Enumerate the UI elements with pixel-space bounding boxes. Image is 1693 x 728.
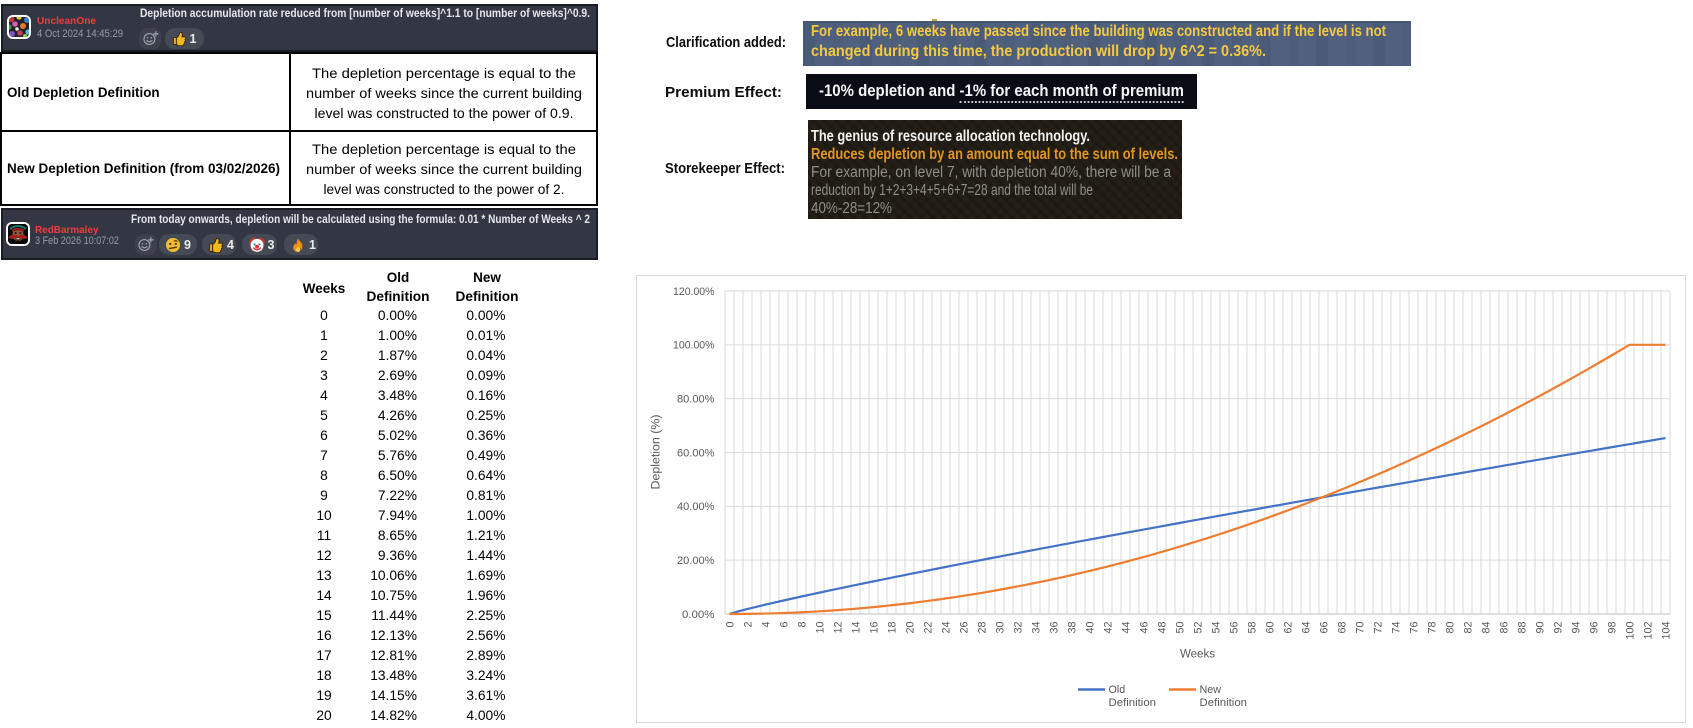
svg-text:Depletion (%): Depletion (%): [651, 414, 663, 489]
svg-text:60: 60: [1264, 622, 1276, 634]
svg-text:36: 36: [1048, 622, 1060, 634]
svg-text:46: 46: [1138, 622, 1150, 634]
svg-text:76: 76: [1408, 622, 1420, 634]
svg-text:New: New: [1200, 684, 1222, 696]
svg-text:120.00%: 120.00%: [673, 286, 715, 298]
svg-text:12: 12: [832, 622, 844, 634]
svg-text:84: 84: [1480, 622, 1492, 634]
svg-text:98: 98: [1606, 622, 1618, 634]
svg-text:68: 68: [1336, 622, 1348, 634]
svg-text:Old: Old: [1109, 684, 1126, 696]
svg-text:66: 66: [1318, 622, 1330, 634]
svg-text:70: 70: [1354, 622, 1366, 634]
svg-text:94: 94: [1570, 622, 1582, 634]
svg-text:80.00%: 80.00%: [677, 394, 715, 406]
svg-text:32: 32: [1012, 622, 1024, 634]
svg-text:90: 90: [1534, 622, 1546, 634]
svg-text:28: 28: [976, 622, 988, 634]
svg-text:0: 0: [724, 622, 736, 628]
svg-text:96: 96: [1588, 622, 1600, 634]
svg-text:0.00%: 0.00%: [682, 609, 715, 621]
svg-text:30: 30: [994, 622, 1006, 634]
svg-text:42: 42: [1102, 622, 1114, 634]
svg-text:18: 18: [886, 622, 898, 634]
svg-text:10: 10: [814, 622, 826, 634]
svg-text:104: 104: [1660, 622, 1672, 640]
svg-text:80: 80: [1444, 622, 1456, 634]
svg-text:100: 100: [1624, 622, 1636, 640]
svg-text:38: 38: [1066, 622, 1078, 634]
svg-text:58: 58: [1246, 622, 1258, 634]
svg-text:20.00%: 20.00%: [677, 555, 715, 567]
svg-text:48: 48: [1156, 622, 1168, 634]
svg-text:Weeks: Weeks: [1180, 649, 1215, 661]
svg-text:64: 64: [1300, 622, 1312, 634]
svg-text:40: 40: [1084, 622, 1096, 634]
svg-text:40.00%: 40.00%: [677, 501, 715, 513]
svg-text:Definition: Definition: [1200, 697, 1248, 709]
svg-text:52: 52: [1192, 622, 1204, 634]
svg-text:2: 2: [742, 622, 754, 628]
svg-text:8: 8: [796, 622, 808, 628]
svg-text:72: 72: [1372, 622, 1384, 634]
svg-text:16: 16: [868, 622, 880, 634]
svg-text:56: 56: [1228, 622, 1240, 634]
svg-text:60.00%: 60.00%: [677, 447, 715, 459]
svg-text:24: 24: [940, 622, 952, 634]
svg-text:50: 50: [1174, 622, 1186, 634]
svg-text:54: 54: [1210, 622, 1222, 634]
svg-text:4: 4: [760, 622, 772, 628]
svg-text:20: 20: [904, 622, 916, 634]
svg-text:102: 102: [1642, 622, 1654, 640]
svg-text:92: 92: [1552, 622, 1564, 634]
svg-text:82: 82: [1462, 622, 1474, 634]
svg-text:6: 6: [778, 622, 790, 628]
svg-text:14: 14: [850, 622, 862, 634]
svg-text:22: 22: [922, 622, 934, 634]
svg-text:62: 62: [1282, 622, 1294, 634]
svg-text:88: 88: [1516, 622, 1528, 634]
svg-text:Definition: Definition: [1109, 697, 1157, 709]
svg-text:34: 34: [1030, 622, 1042, 634]
svg-text:44: 44: [1120, 622, 1132, 634]
svg-text:78: 78: [1426, 622, 1438, 634]
svg-text:74: 74: [1390, 622, 1402, 634]
svg-text:26: 26: [958, 622, 970, 634]
svg-text:100.00%: 100.00%: [673, 340, 715, 352]
svg-text:86: 86: [1498, 622, 1510, 634]
